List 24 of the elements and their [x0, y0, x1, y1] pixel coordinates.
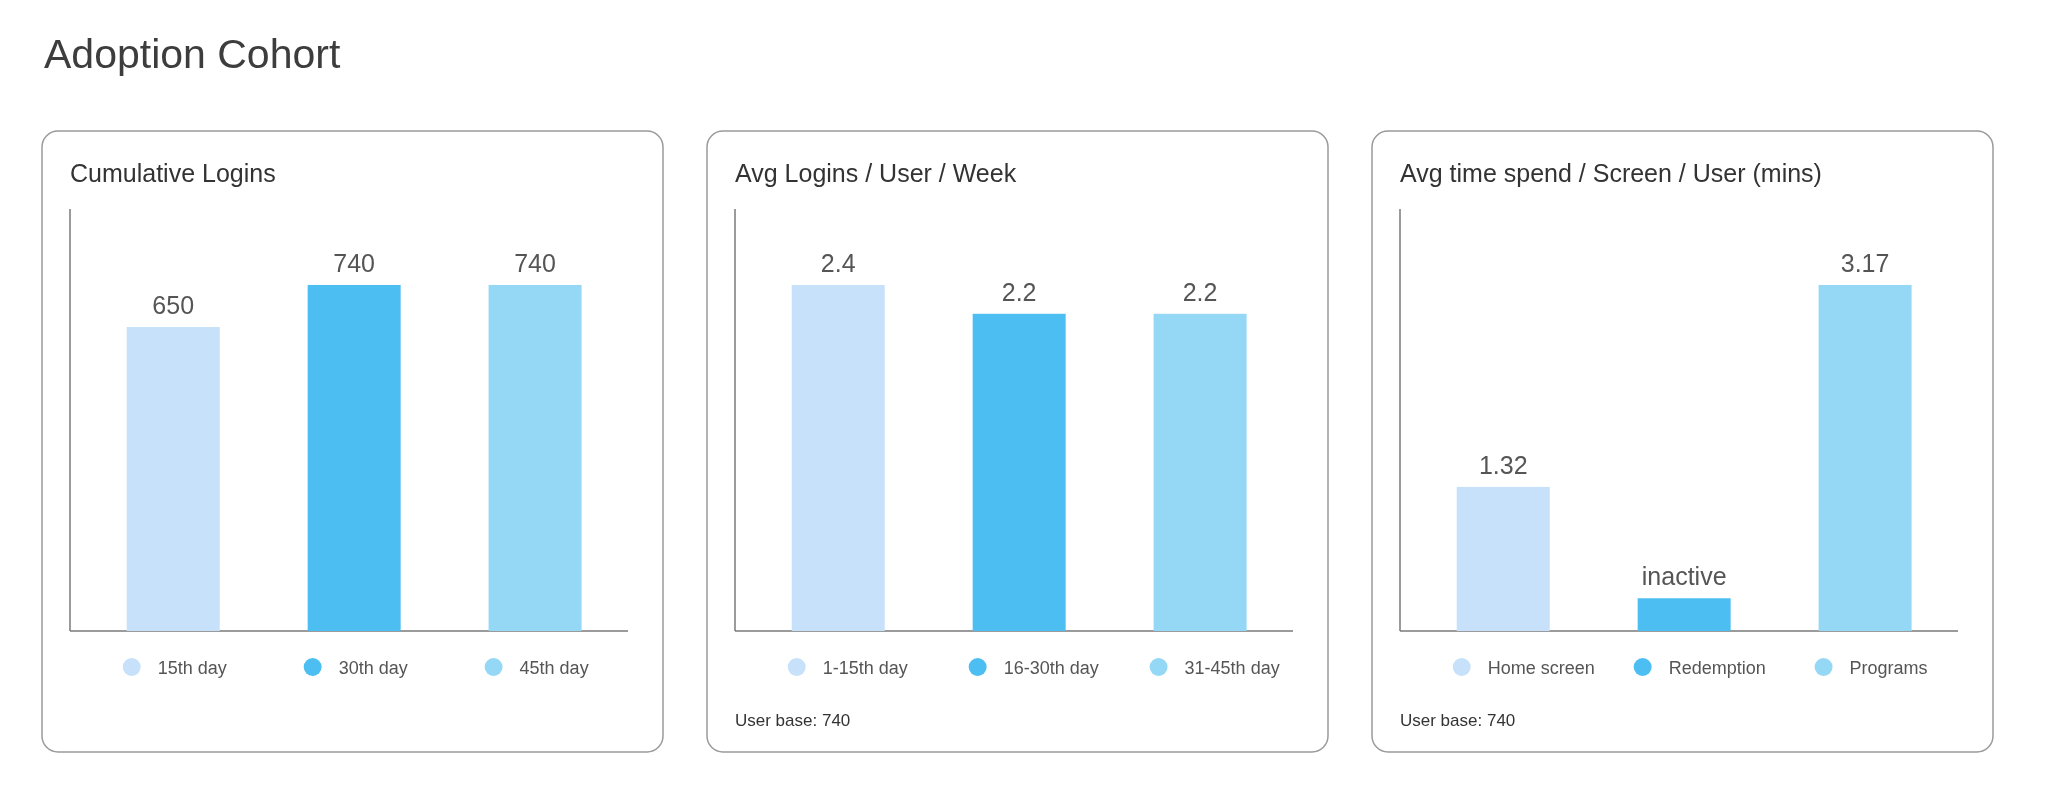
chart-subtitle: Cumulative Logins	[70, 159, 276, 187]
legend-label: 30th day	[338, 658, 408, 678]
legend-label: 1-15th day	[822, 658, 908, 678]
legend-label: 16-30th day	[1003, 658, 1099, 678]
legend-label: Programs	[1849, 658, 1928, 678]
chart-title: Adoption Cohort	[44, 31, 341, 77]
text: User base: 740	[735, 711, 851, 730]
chart-title: Avg Logins / User / Week	[735, 159, 1017, 187]
legend-label: Home screen	[1487, 658, 1595, 678]
data-label: inactive	[1641, 562, 1727, 591]
data-label: 2.2	[1001, 277, 1037, 306]
data-label: 2.2	[1182, 277, 1218, 306]
legend-label: 15th day	[157, 658, 227, 678]
data-label: 3.17	[1840, 248, 1890, 277]
text: User base: 740	[1400, 711, 1516, 730]
chart-title: Avg time spend / Screen / User (mins)	[1400, 159, 1822, 187]
legend-label: Redemption	[1668, 658, 1766, 678]
data-label: 740	[514, 248, 556, 277]
data-label: 1.32	[1478, 450, 1528, 479]
legend-label: 31-45th day	[1184, 658, 1280, 678]
data-label: 740	[333, 248, 376, 277]
data-label: 650	[152, 291, 195, 320]
legend-label: 45th day	[519, 658, 589, 678]
data-label: 2.4	[820, 248, 856, 277]
